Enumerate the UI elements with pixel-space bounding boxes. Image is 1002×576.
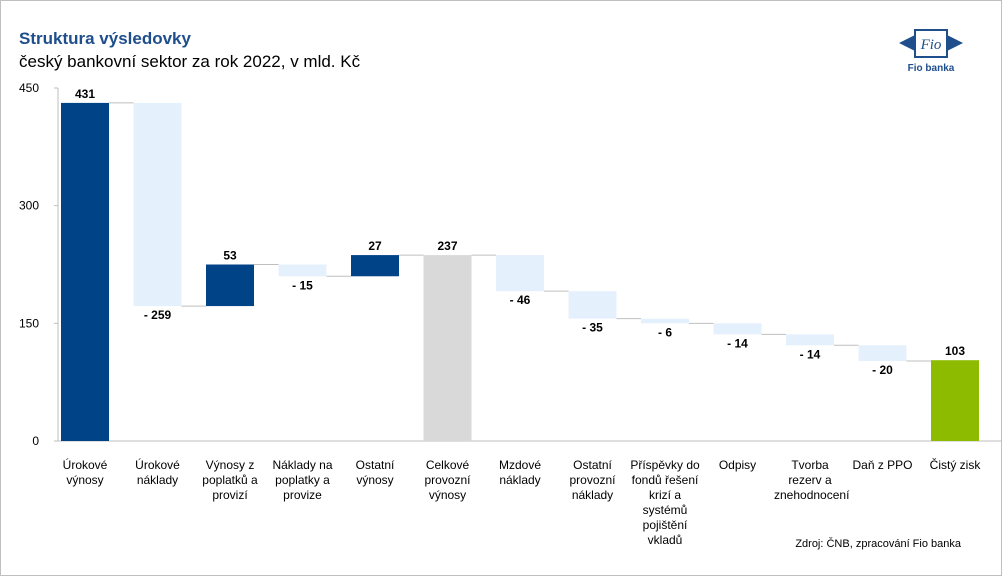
value-label: 27 xyxy=(368,239,382,253)
bar xyxy=(351,255,399,277)
bar xyxy=(786,334,834,346)
value-label: - 259 xyxy=(144,308,172,322)
value-label: - 14 xyxy=(727,336,748,350)
value-label: - 6 xyxy=(658,325,672,339)
logo-shape xyxy=(914,29,948,58)
bar xyxy=(641,318,689,324)
x-tick-label: Ostatní provozní náklady xyxy=(569,458,616,502)
bar xyxy=(61,102,109,441)
bar xyxy=(931,360,979,441)
x-tick-label: Ostatní výnosy xyxy=(355,458,395,487)
value-label: - 14 xyxy=(800,347,821,361)
bar xyxy=(568,291,617,319)
x-tick-label: Příspěvky do fondů řešení krizí a systém… xyxy=(630,458,700,547)
x-tick-label: Výnosy z poplatků a provizí xyxy=(202,458,258,502)
bar xyxy=(496,255,544,292)
value-label: - 20 xyxy=(872,363,893,377)
y-tick-label: 300 xyxy=(19,199,39,213)
x-tick-label: Úrokové náklady xyxy=(135,458,180,487)
value-label: - 35 xyxy=(582,321,603,335)
x-tick-label: Úrokové výnosy xyxy=(62,458,108,487)
x-tick-label: Odpisy xyxy=(718,458,757,472)
value-label: 53 xyxy=(223,249,237,263)
value-label: - 15 xyxy=(292,278,313,292)
bar xyxy=(713,323,762,335)
x-tick-label: Celkové provozní výnosy xyxy=(424,458,471,502)
value-label: 103 xyxy=(945,344,965,358)
chart-title: Struktura výsledovky xyxy=(19,29,192,48)
logo: Fio Fio banka xyxy=(899,29,963,74)
y-tick-label: 150 xyxy=(19,316,39,330)
bar xyxy=(206,264,254,307)
bar xyxy=(278,264,327,277)
bar xyxy=(858,345,907,361)
source: Zdroj: ČNB, zpracování Fio banka xyxy=(795,537,962,550)
x-tick-label: Mzdové náklady xyxy=(498,458,542,487)
value-label: 237 xyxy=(437,239,457,253)
y-tick-label: 0 xyxy=(32,434,39,448)
logo-mark: Fio xyxy=(920,37,942,53)
value-label: 431 xyxy=(75,87,95,101)
y-tick-label: 450 xyxy=(19,81,39,95)
x-tick-label: Tvorba rezerv a znehodnocení xyxy=(774,458,850,502)
logo-name: Fio banka xyxy=(908,63,955,74)
value-label: - 46 xyxy=(510,293,531,307)
chart-subtitle: český bankovní sektor za rok 2022, v mld… xyxy=(19,52,361,71)
bar xyxy=(133,102,182,307)
x-tick-label: Daň z PPO xyxy=(852,458,913,472)
x-tick-label: Náklady na poplatky a provize xyxy=(272,458,333,502)
bar xyxy=(423,255,472,441)
x-tick-label: Čistý zisk xyxy=(929,458,981,472)
